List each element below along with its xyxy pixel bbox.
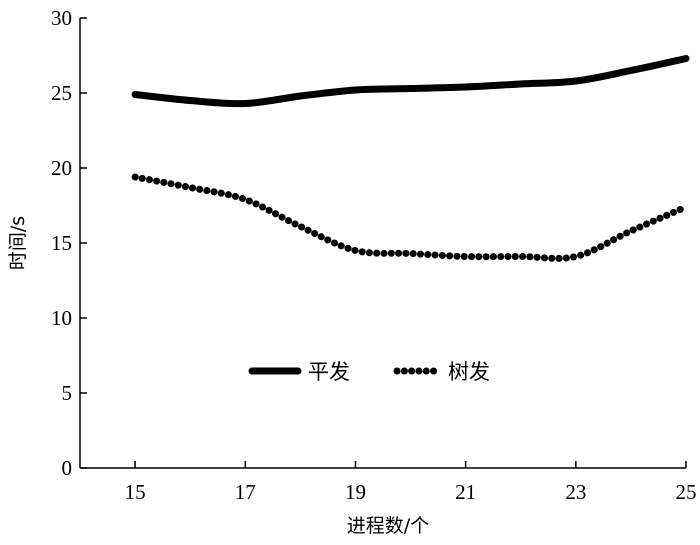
y-tick-label: 15 xyxy=(51,231,72,255)
legend: 平发 树发 xyxy=(248,360,490,384)
legend-label-solid: 平发 xyxy=(308,360,350,384)
y-tick-label: 25 xyxy=(51,81,72,105)
y-axis-title: 时间/s xyxy=(7,216,29,270)
series-layer xyxy=(131,55,690,262)
x-tick-label: 23 xyxy=(565,480,586,504)
x-tick-label: 15 xyxy=(125,480,146,504)
series-line-0 xyxy=(131,55,690,108)
x-axis-ticks: 15 17 19 21 23 25 xyxy=(125,461,697,504)
x-tick-label: 17 xyxy=(235,480,256,504)
legend-label-dotted: 树发 xyxy=(448,360,490,384)
x-tick-label: 19 xyxy=(345,480,366,504)
plot-area xyxy=(79,18,686,469)
x-axis-title: 进程数/个 xyxy=(347,515,429,537)
y-tick-label: 30 xyxy=(51,6,72,30)
y-tick-label: 10 xyxy=(51,306,72,330)
x-tick-label: 21 xyxy=(455,480,476,504)
y-axis-ticks: 0 5 10 15 20 25 30 xyxy=(51,6,87,480)
x-tick-label: 25 xyxy=(676,480,697,504)
y-tick-label: 20 xyxy=(51,156,72,180)
y-tick-label: 0 xyxy=(62,456,73,480)
series-line-1 xyxy=(131,173,690,262)
y-tick-label: 5 xyxy=(62,381,73,405)
